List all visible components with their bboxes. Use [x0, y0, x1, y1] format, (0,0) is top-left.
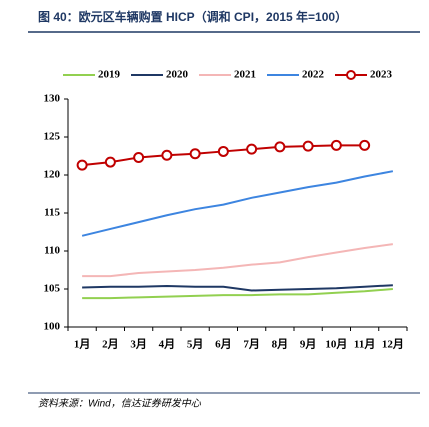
point: [217, 145, 229, 157]
x-tick-label: 11月: [354, 338, 375, 351]
point: [161, 149, 173, 161]
point: [246, 143, 258, 155]
y-tick-label: 130: [44, 93, 61, 105]
series-line: [82, 284, 393, 292]
legend-label: 2021: [234, 69, 256, 81]
legend-label: 2019: [98, 69, 121, 81]
x-tick-label: 5月: [187, 338, 204, 351]
point: [302, 140, 314, 152]
y-tick-label: 120: [44, 169, 61, 181]
y-tick-label: 115: [44, 207, 60, 219]
point: [189, 148, 201, 160]
x-tick-label: 8月: [272, 338, 289, 351]
x-tick-label: 7月: [243, 338, 260, 351]
x-tick-label: 2月: [102, 338, 119, 351]
x-tick-label: 9月: [300, 338, 317, 351]
source: 资料来源：Wind，信达证券研发中心: [38, 398, 202, 410]
series-line: [82, 243, 394, 278]
x-tick-label: 10月: [325, 338, 347, 351]
point: [274, 141, 286, 153]
x-tick-label: 4月: [159, 338, 176, 351]
x-tick-label: 6月: [215, 338, 232, 351]
y-tick-label: 125: [44, 131, 61, 143]
x-tick-label: 3月: [130, 338, 147, 351]
series-line: [81, 170, 394, 237]
x-tick-label: 12月: [382, 338, 404, 351]
point: [104, 156, 116, 168]
series-line: [82, 288, 393, 300]
chart-title: 图 40：欧元区车辆购置 HICP（调和 CPI，2015 年=100）: [38, 9, 347, 24]
point: [330, 139, 342, 151]
legend-label: 2022: [302, 69, 325, 81]
y-tick-label: 105: [44, 283, 61, 295]
legend-label: 2023: [370, 69, 393, 81]
y-tick-label: 100: [44, 321, 61, 333]
point: [133, 152, 145, 164]
legend-label: 2020: [166, 69, 189, 81]
point: [76, 159, 88, 171]
x-tick-label: 1月: [74, 338, 91, 351]
point: [359, 139, 371, 151]
y-tick-label: 110: [44, 245, 60, 257]
legend-marker: [346, 70, 356, 80]
